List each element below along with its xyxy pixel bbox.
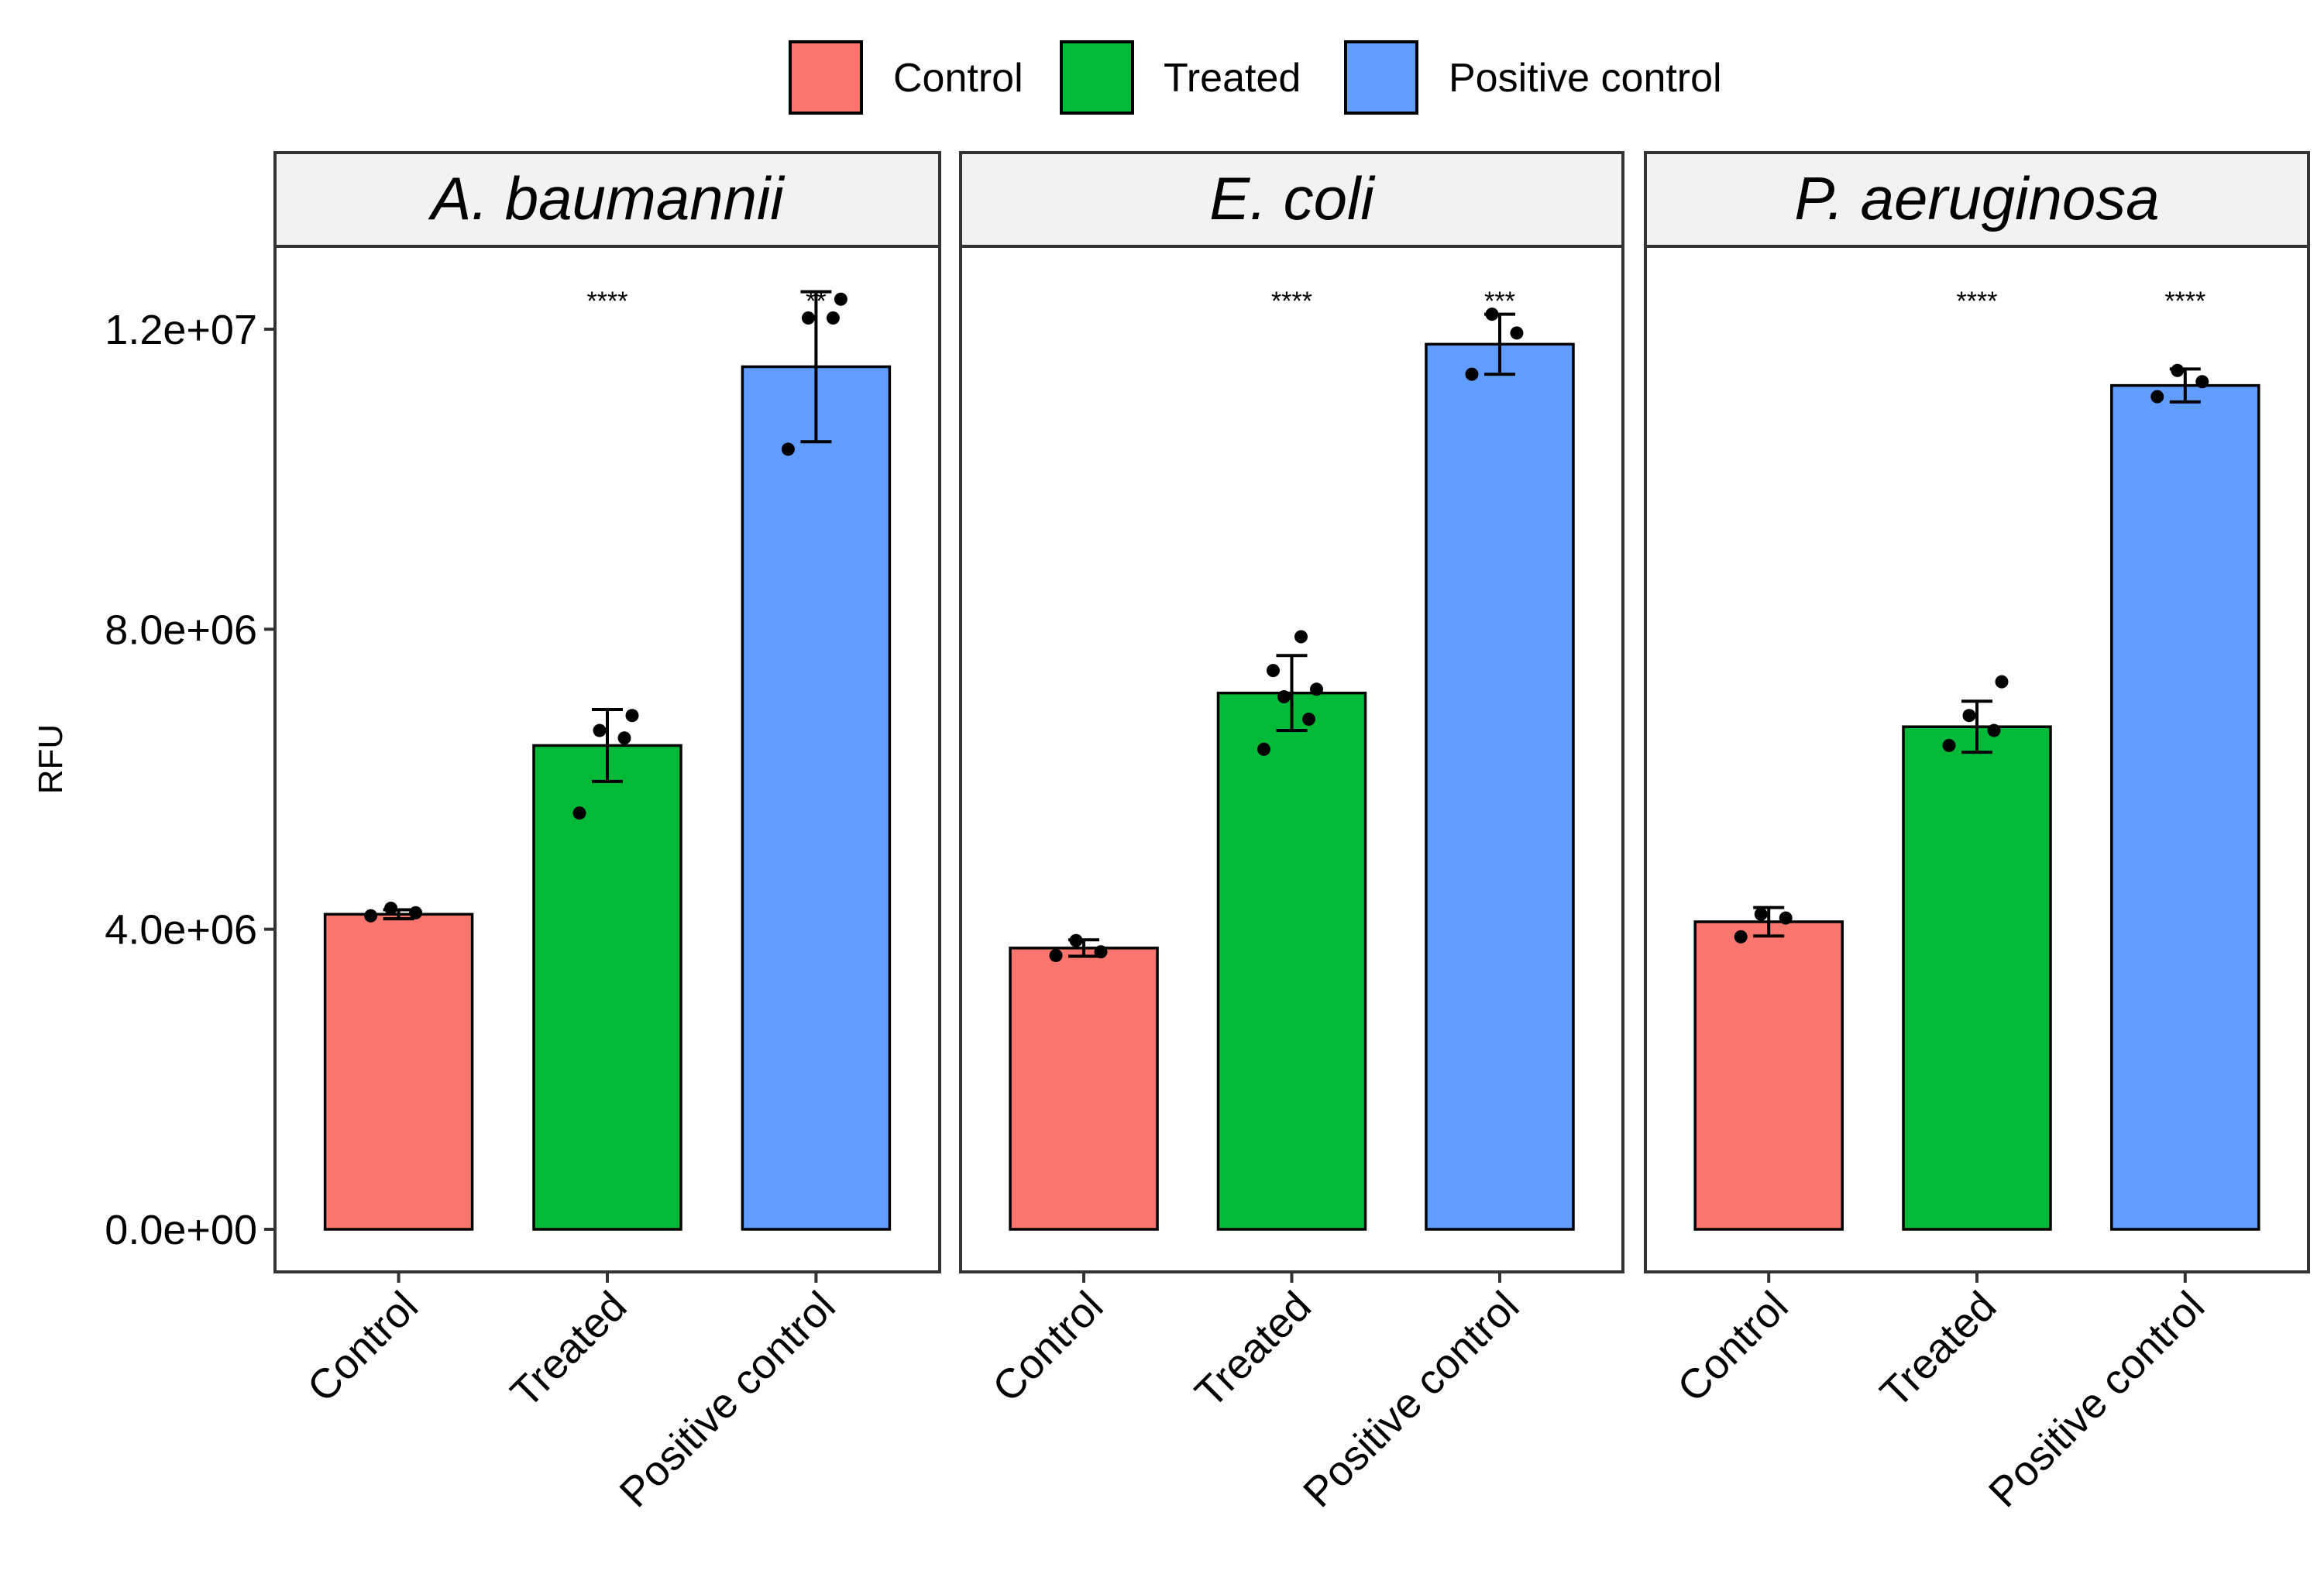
- strip-label: E. coli: [1209, 164, 1376, 232]
- data-point-control: [384, 902, 398, 916]
- data-point-control: [1049, 949, 1063, 963]
- legend: Control Treated Positive control: [789, 40, 1722, 115]
- panel-p-aeruginosa: P. aeruginosa Control **** Treated **** Posit…: [1644, 151, 2310, 1516]
- x-tick-label-positive-control: Positive control: [611, 1283, 844, 1516]
- x-tick-label-control: Control: [299, 1283, 428, 1411]
- data-point-treated: [625, 709, 639, 723]
- legend-label-treated: Treated: [1164, 56, 1301, 101]
- bar-positive-control: [741, 365, 892, 1231]
- significance-label-positive-control: ***: [1484, 287, 1515, 316]
- legend-swatch-control: [789, 40, 863, 115]
- data-point-treated: [1962, 709, 1976, 723]
- strip-label: A. baumannii: [428, 164, 786, 232]
- data-point-positive-control: [801, 311, 815, 325]
- bar-positive-control: [1425, 342, 1575, 1231]
- data-point-positive-control: [834, 292, 847, 306]
- legend-swatch-treated: [1060, 40, 1134, 115]
- data-point-treated: [1942, 738, 1956, 752]
- significance-label-treated: ****: [1271, 287, 1312, 316]
- data-point-treated: [1277, 689, 1291, 703]
- bar-positive-control: [2110, 383, 2260, 1231]
- data-point-control: [1734, 930, 1748, 943]
- bar-treated: [1902, 725, 2052, 1231]
- x-tick-label-treated: Treated: [1872, 1283, 2006, 1417]
- x-tick-label-treated: Treated: [1186, 1283, 1320, 1417]
- data-point-control: [1094, 945, 1108, 959]
- x-tick-label-control: Control: [1669, 1283, 1797, 1411]
- data-point-treated: [617, 731, 631, 745]
- data-point-control: [364, 909, 378, 923]
- bar-treated: [1216, 691, 1367, 1231]
- x-tick-label-positive-control: Positive control: [1980, 1283, 2213, 1516]
- data-point-positive-control: [1510, 326, 1524, 340]
- y-axis: RFU 0.0e+00 4.0e+06 8.0e+06 1.2e+07: [32, 307, 275, 1253]
- data-point-treated: [593, 723, 607, 737]
- data-point-positive-control: [2171, 363, 2185, 377]
- strip-label: P. aeruginosa: [1794, 164, 2159, 232]
- data-point-treated: [1267, 664, 1280, 678]
- x-tick-label-treated: Treated: [502, 1283, 636, 1417]
- data-point-treated: [1310, 682, 1323, 696]
- legend-label-positive-control: Positive control: [1449, 56, 1722, 101]
- significance-label-positive-control: ****: [2164, 287, 2205, 316]
- panel-a-baumannii: A. baumannii Control **** Treated ** Positive…: [273, 151, 941, 1516]
- panel-border: [273, 245, 941, 1273]
- data-point-treated: [1294, 630, 1308, 644]
- data-point-positive-control: [2195, 375, 2209, 389]
- significance-label-positive-control: **: [806, 287, 826, 316]
- data-point-treated: [1987, 723, 2001, 737]
- x-tick-label-control: Control: [984, 1283, 1112, 1411]
- data-point-treated: [1995, 675, 2009, 689]
- panel-border: [1644, 245, 2310, 1273]
- legend-swatch-positive-control: [1344, 40, 1418, 115]
- strip-header: [959, 151, 1624, 248]
- data-point-control: [409, 906, 423, 919]
- panel-e-coli: E. coli Control **** Treated *** Positive con…: [959, 151, 1624, 1516]
- strip-header: [273, 151, 941, 248]
- x-tick-label-positive-control: Positive control: [1294, 1283, 1528, 1516]
- data-point-positive-control: [781, 442, 795, 456]
- legend-label-control: Control: [893, 56, 1023, 101]
- data-point-treated: [572, 806, 586, 820]
- y-tick-label: 1.2e+07: [105, 307, 257, 353]
- y-tick-label: 8.0e+06: [105, 607, 257, 653]
- data-point-positive-control: [1465, 367, 1479, 381]
- y-axis-title: RFU: [32, 724, 70, 794]
- data-point-control: [1779, 911, 1793, 925]
- data-point-positive-control: [2150, 390, 2164, 404]
- data-point-treated: [1302, 713, 1315, 727]
- bar-control: [1009, 947, 1159, 1231]
- data-point-control: [1069, 933, 1083, 947]
- data-point-positive-control: [826, 311, 840, 325]
- bar-treated: [532, 744, 682, 1231]
- data-point-treated: [1257, 742, 1270, 756]
- bar-control: [323, 912, 474, 1231]
- data-point-control: [1754, 907, 1768, 921]
- bar-control: [1693, 920, 1844, 1231]
- y-tick-label: 0.0e+00: [105, 1207, 257, 1253]
- panel-border: [959, 245, 1624, 1273]
- significance-label-treated: ****: [1957, 287, 1998, 316]
- y-tick-label: 4.0e+06: [105, 907, 257, 954]
- facet-panels: A. baumannii Control **** Treated ** Positive…: [273, 151, 2310, 1516]
- data-point-positive-control: [1485, 308, 1499, 321]
- significance-label-treated: ****: [587, 287, 628, 316]
